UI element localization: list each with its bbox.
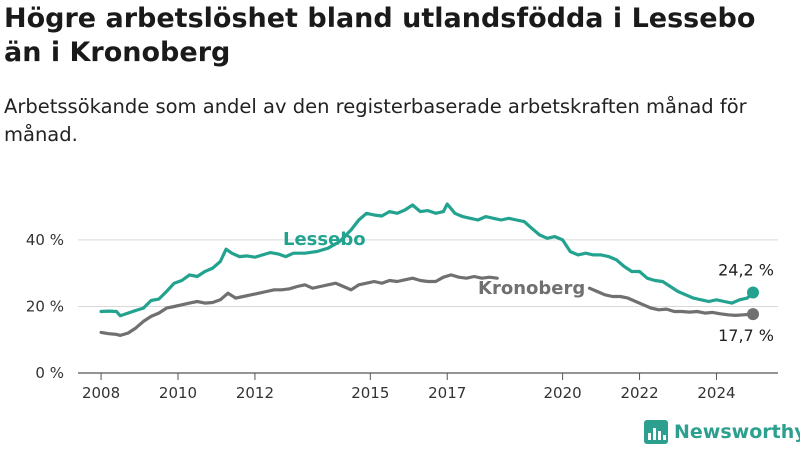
series-label-lessebo: Lessebo <box>283 229 366 250</box>
x-axis: 2008 2010 2012 2015 2017 2020 2022 2024 <box>82 373 736 402</box>
x-tick-label: 2008 <box>82 384 120 402</box>
newsworthy-logo-icon <box>644 420 668 444</box>
x-tick-label: 2022 <box>620 384 658 402</box>
series-labels: 24,2 % 17,7 % Lessebo Kronoberg <box>283 229 774 345</box>
series-line-kronoberg <box>99 273 499 337</box>
x-tick-label: 2010 <box>159 384 197 402</box>
chart-subtitle: Arbetssökande som andel av den registerb… <box>4 95 747 146</box>
brand-name: Newsworthy <box>674 421 800 443</box>
end-point-lessebo <box>747 286 759 299</box>
series-line-kronoberg <box>587 286 755 317</box>
end-point-kronoberg <box>747 308 759 321</box>
y-gridlines: 0 % 20 % 40 % <box>26 231 778 382</box>
x-tick-label: 2012 <box>236 384 274 402</box>
y-tick-label: 20 % <box>26 297 64 315</box>
y-tick-label: 0 % <box>35 364 64 382</box>
series-line-lessebo <box>99 202 755 318</box>
series-group <box>99 202 759 337</box>
end-value-lessebo: 24,2 % <box>718 260 774 279</box>
brand-logo: Newsworthy <box>644 420 800 444</box>
series-label-kronoberg: Kronoberg <box>478 278 585 299</box>
x-tick-label: 2020 <box>544 384 582 402</box>
chart-title: Högre arbetslöshet bland utlandsfödda i … <box>4 3 756 68</box>
x-tick-label: 2024 <box>697 384 735 402</box>
x-tick-label: 2017 <box>428 384 466 402</box>
y-tick-label: 40 % <box>26 231 64 249</box>
end-value-kronoberg: 17,7 % <box>718 326 774 345</box>
x-tick-label: 2015 <box>351 384 389 402</box>
